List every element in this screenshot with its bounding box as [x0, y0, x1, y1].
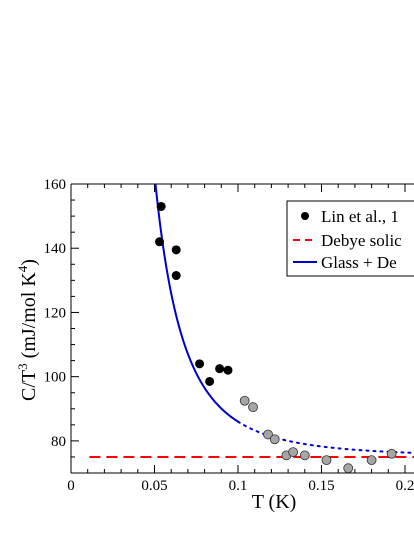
data-point-black	[195, 359, 205, 369]
data-point-gray	[288, 447, 299, 458]
data-point-gray	[299, 450, 310, 461]
data-point-gray	[248, 402, 258, 413]
legend: Lin et al., 1 Debye solic Glass + De	[286, 200, 414, 277]
data-point-gray	[239, 395, 250, 406]
tick-labels: 0 0.05 0.1 0.15 0.2 80 100 120 140 160	[44, 177, 414, 494]
data-point-black	[223, 365, 233, 375]
data-point-gray	[343, 463, 354, 473]
y-tick-label: 120	[44, 305, 67, 321]
x-tick-label: 0.2	[396, 478, 414, 494]
x-tick-label: 0.1	[229, 478, 248, 494]
y-tick-label: 80	[51, 434, 66, 450]
data-point-black	[171, 245, 181, 255]
y-tick-label: 100	[44, 370, 67, 386]
x-axis-label: T (K)	[252, 491, 297, 513]
y-tick-label: 160	[44, 177, 67, 193]
legend-box	[286, 200, 414, 277]
data-point-gray	[386, 448, 397, 459]
y-axis-label: C/T3 (mJ/mol K4)	[15, 259, 40, 401]
plot-area	[89, 184, 414, 473]
x-tick-label: 0.05	[141, 478, 167, 494]
legend-label-points: Lin et al., 1	[321, 207, 399, 226]
axis-ticks	[70, 183, 406, 474]
data-point-black	[205, 376, 215, 386]
data-point-black	[171, 271, 181, 281]
data-point-black	[215, 364, 225, 374]
legend-label-glass: Glass + De	[321, 253, 397, 272]
legend-marker-points	[301, 212, 309, 220]
data-point-black	[155, 237, 165, 247]
x-tick-label: 0	[67, 478, 75, 494]
x-tick-label: 0.15	[308, 478, 334, 494]
data-point-gray	[366, 455, 377, 466]
data-point-gray	[321, 455, 332, 466]
data-point-gray	[269, 434, 280, 445]
data-point-black	[156, 201, 166, 211]
glass-curve-solid	[154, 184, 239, 423]
data-point-gray	[263, 429, 273, 440]
legend-label-debye: Debye solic	[321, 231, 402, 250]
y-tick-label: 140	[44, 241, 67, 257]
